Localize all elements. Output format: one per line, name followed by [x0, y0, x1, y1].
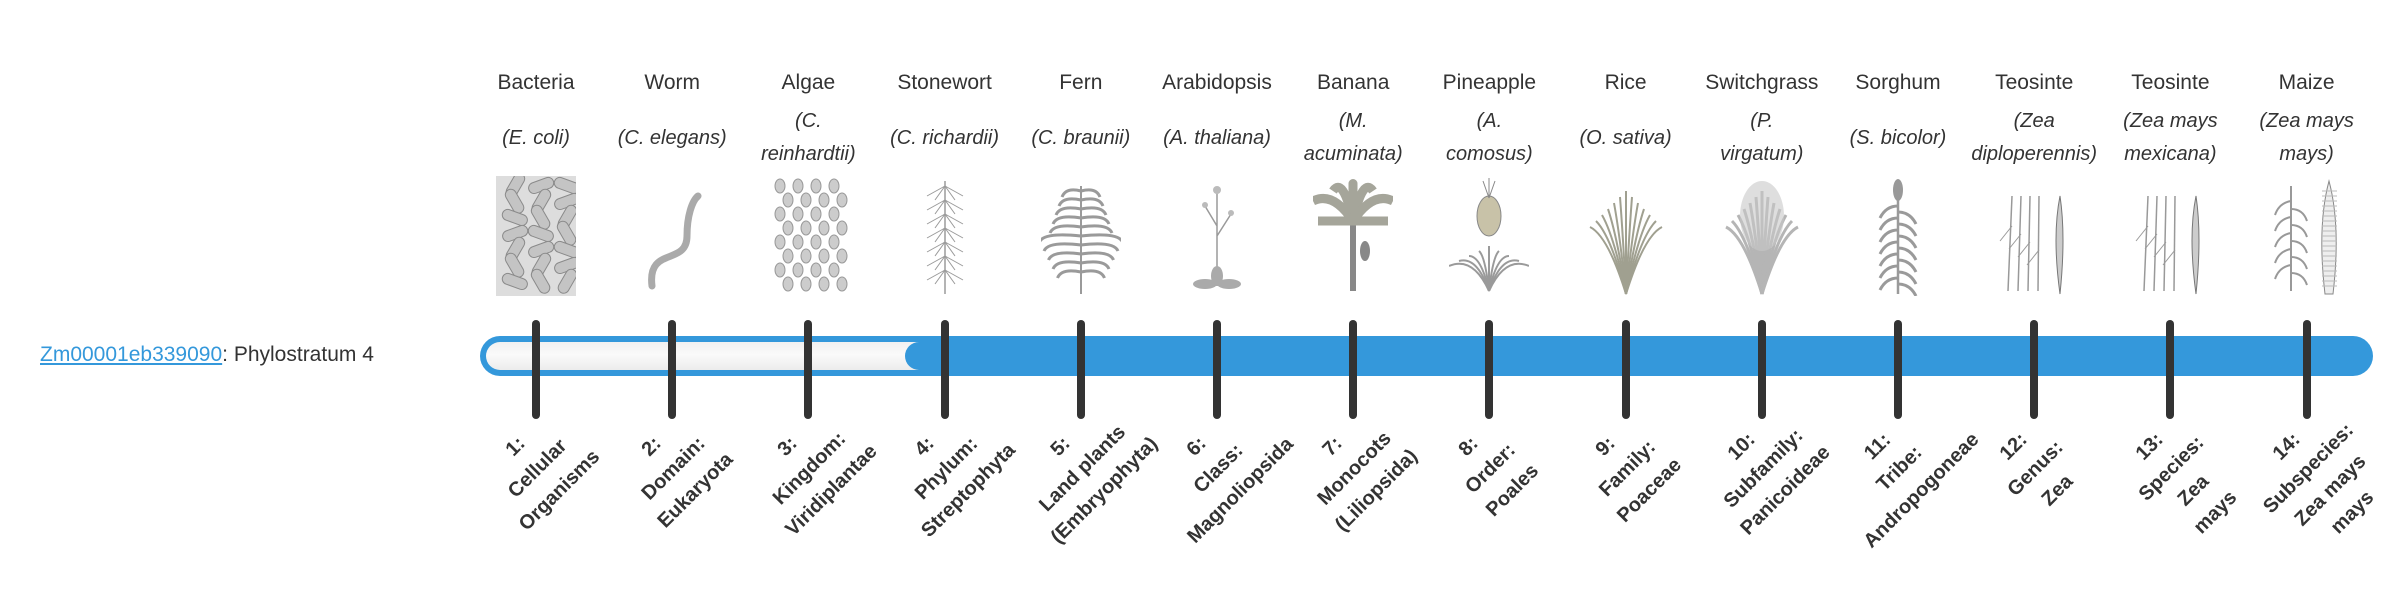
organism-latin-name: (Zea mays mays) — [2232, 106, 2382, 170]
organism-common-name: Teosinte — [1995, 71, 2074, 94]
latin-line: (C. braunii) — [1031, 126, 1131, 149]
organism-latin-name: (C. reinhardtii) — [733, 106, 883, 170]
organism-image — [2232, 176, 2382, 296]
stratum-tick — [1894, 320, 1902, 419]
stratum-tick — [2302, 320, 2311, 419]
organism-latin-name: (E. coli) — [461, 106, 611, 170]
stratum-tick — [1485, 320, 1494, 419]
organism-common-name: Maize — [2278, 71, 2335, 94]
stratum-tick — [1757, 320, 1766, 419]
stonewort-icon — [926, 181, 963, 294]
organism-image — [1551, 176, 1701, 296]
organism-common-name: Stonewort — [897, 71, 992, 94]
organism-latin-name: (O. sativa) — [1551, 106, 1701, 170]
organism-latin-name: (C. braunii) — [1006, 106, 1156, 170]
bar-filled-segment — [904, 342, 2367, 370]
organism-common-name: Worm — [644, 71, 700, 94]
stratum-tick — [940, 320, 949, 419]
teosinte-icon — [2136, 195, 2200, 295]
organism-common-name: Teosinte — [2131, 71, 2210, 94]
latin-line: acuminata) — [1303, 143, 1403, 165]
pineapple-icon — [1449, 178, 1530, 292]
latin-line: (P. — [1750, 110, 1774, 132]
latin-line: mexicana) — [2124, 143, 2217, 165]
organism-image — [461, 176, 611, 296]
arabidopsis-icon — [1193, 186, 1241, 289]
organism-image — [1687, 176, 1837, 296]
stratum-tick — [804, 320, 813, 419]
latin-line: (O. sativa) — [1579, 126, 1672, 149]
gene-id-link[interactable]: Zm00001eb339090 — [40, 343, 223, 366]
stratum-tick — [668, 320, 677, 419]
organism-common-name: Banana — [1316, 71, 1390, 94]
organism-common-name: Pineapple — [1442, 71, 1537, 94]
worm-icon — [648, 192, 702, 290]
stratum-tick — [2030, 320, 2039, 419]
stratum-tick — [1076, 320, 1085, 419]
latin-line: (E. coli) — [502, 126, 570, 149]
latin-line: (C. — [795, 110, 822, 132]
organism-image — [1006, 176, 1156, 296]
latin-line: (A. thaliana) — [1163, 126, 1271, 149]
organism-latin-name: (Zea mays mexicana) — [2095, 106, 2245, 170]
organism-latin-name: (C. elegans) — [597, 106, 747, 170]
latin-line: (Zea mays — [2123, 110, 2218, 132]
bacteria-icon — [496, 176, 576, 296]
switchgrass-icon — [1725, 181, 1799, 295]
latin-line: (Zea — [2013, 110, 2055, 132]
organism-image — [1414, 176, 1564, 296]
organism-latin-name: (Zea diploperennis) — [1959, 106, 2109, 170]
latin-line: mays) — [2279, 143, 2334, 165]
banana-icon — [1313, 179, 1394, 291]
stratum-tick — [1213, 320, 1221, 419]
organism-common-name: Rice — [1604, 71, 1647, 94]
latin-line: (S. bicolor) — [1849, 126, 1947, 149]
maize-icon — [2273, 179, 2337, 295]
organism-image — [870, 176, 1020, 296]
organism-latin-name: (M. acuminata) — [1278, 106, 1428, 170]
teosinte-icon — [1999, 195, 2064, 295]
stratum-tick — [532, 320, 540, 419]
organism-common-name: Fern — [1059, 71, 1103, 94]
fern-icon — [1040, 186, 1121, 294]
stratum-tick — [2166, 320, 2175, 419]
organism-latin-name: (C. richardii) — [870, 106, 1020, 170]
organism-common-name: Arabidopsis — [1162, 71, 1272, 94]
algae-icon — [774, 178, 848, 292]
organism-image — [1823, 176, 1973, 296]
organism-common-name: Switchgrass — [1705, 71, 1819, 94]
organism-image — [2095, 176, 2245, 296]
organism-latin-name: (A. comosus) — [1414, 106, 1564, 170]
stratum-tick — [1349, 320, 1358, 419]
gene-label: Zm00001eb339090: Phylostratum 4 — [40, 340, 374, 370]
phylostratum-text: : Phylostratum 4 — [222, 343, 374, 366]
stratum-tick — [1621, 320, 1630, 419]
organism-image — [733, 176, 883, 296]
rice-icon — [1589, 191, 1663, 295]
latin-line: (C. richardii) — [890, 126, 1000, 149]
latin-line: (Zea mays — [2259, 110, 2354, 132]
organism-image — [1142, 176, 1292, 296]
organism-latin-name: (A. thaliana) — [1142, 106, 1292, 170]
organism-latin-name: (S. bicolor) — [1823, 106, 1973, 170]
organism-image — [1278, 176, 1428, 296]
latin-line: (A. — [1476, 110, 1503, 132]
latin-line: virgatum) — [1720, 143, 1804, 165]
latin-line: (C. elegans) — [617, 126, 727, 149]
organism-image — [597, 176, 747, 296]
sorghum-icon — [1878, 179, 1918, 296]
organism-common-name: Algae — [781, 71, 836, 94]
bar-empty-segment — [486, 342, 925, 370]
latin-line: (M. — [1338, 110, 1368, 132]
organism-latin-name: (P. virgatum) — [1687, 106, 1837, 170]
latin-line: diploperennis) — [1971, 143, 2097, 165]
latin-line: comosus) — [1446, 143, 1533, 165]
organism-common-name: Sorghum — [1855, 71, 1941, 94]
latin-line: reinhardtii) — [761, 143, 856, 165]
organism-image — [1959, 176, 2109, 296]
organism-common-name: Bacteria — [497, 71, 575, 94]
